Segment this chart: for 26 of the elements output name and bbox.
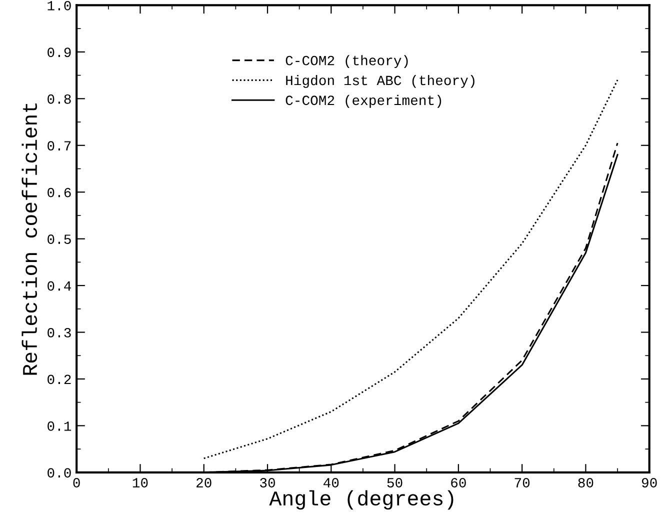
y-tick-label: 0.7 bbox=[48, 141, 71, 151]
x-tick-label: 60 bbox=[451, 478, 466, 488]
x-tick-label: 90 bbox=[642, 478, 657, 488]
x-tick-label: 40 bbox=[324, 478, 339, 488]
y-tick-label: 0.4 bbox=[48, 281, 72, 291]
x-axis-title: Angle (degrees) bbox=[269, 490, 454, 510]
y-tick-label: 0.1 bbox=[48, 421, 72, 431]
legend-label: C-COM2 (theory) bbox=[286, 55, 408, 68]
x-tick-label: 20 bbox=[196, 478, 212, 488]
y-tick-label: 0.5 bbox=[48, 234, 71, 244]
x-tick-label: 80 bbox=[578, 478, 594, 488]
legend-label: Higdon 1st ABC (theory) bbox=[286, 74, 474, 88]
y-tick-label: 0.2 bbox=[48, 374, 71, 384]
legend-label: C-COM2 (experiment) bbox=[286, 94, 442, 108]
y-tick-label: 0.3 bbox=[48, 328, 71, 338]
x-tick-label: 70 bbox=[514, 478, 530, 488]
y-axis-title: Reflection coefficient bbox=[22, 103, 38, 375]
y-tick-label: 0.0 bbox=[48, 468, 71, 478]
x-tick-label: 50 bbox=[387, 478, 402, 488]
y-tick-label: 0.9 bbox=[48, 48, 71, 58]
x-tick-label: 0 bbox=[73, 478, 80, 488]
y-tick-label: 0.6 bbox=[48, 188, 71, 198]
y-tick-label: 0.8 bbox=[48, 94, 71, 104]
x-tick-label: 30 bbox=[260, 478, 275, 488]
x-tick-label: 10 bbox=[132, 478, 148, 488]
y-tick-label: 1.0 bbox=[48, 0, 71, 10]
